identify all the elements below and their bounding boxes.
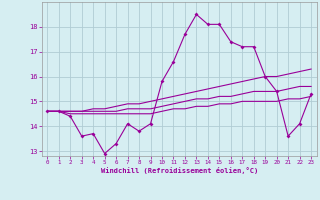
X-axis label: Windchill (Refroidissement éolien,°C): Windchill (Refroidissement éolien,°C) <box>100 167 258 174</box>
